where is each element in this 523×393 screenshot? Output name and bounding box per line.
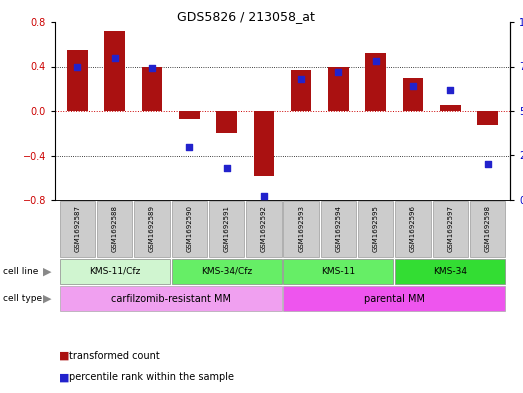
Bar [321, 201, 356, 257]
Bar [134, 201, 169, 257]
Bar [477, 111, 498, 125]
Bar [283, 286, 505, 311]
Bar [366, 53, 386, 111]
Point [110, 55, 119, 61]
Bar [179, 111, 199, 119]
Text: ■: ■ [59, 372, 70, 382]
Bar [440, 105, 461, 111]
Text: GSM1692595: GSM1692595 [373, 206, 379, 252]
Bar [358, 201, 393, 257]
Text: cell type: cell type [3, 294, 42, 303]
Point [371, 58, 380, 64]
Bar [142, 66, 162, 111]
Text: GSM1692588: GSM1692588 [112, 206, 118, 252]
Text: GSM1692598: GSM1692598 [485, 206, 491, 252]
Text: GSM1692594: GSM1692594 [335, 206, 342, 252]
Bar [395, 259, 505, 284]
Bar [209, 201, 244, 257]
Text: ■: ■ [59, 351, 70, 361]
Text: cell line: cell line [3, 267, 38, 276]
Text: percentile rank within the sample: percentile rank within the sample [69, 372, 234, 382]
Text: GSM1692591: GSM1692591 [223, 206, 230, 252]
Text: GSM1692589: GSM1692589 [149, 206, 155, 252]
Bar [67, 50, 88, 111]
Text: GSM1692592: GSM1692592 [261, 206, 267, 252]
Bar [403, 78, 423, 111]
Text: KMS-11/Cfz: KMS-11/Cfz [89, 267, 140, 276]
Bar [97, 201, 132, 257]
Bar [283, 259, 393, 284]
Text: GSM1692593: GSM1692593 [298, 206, 304, 252]
Point [334, 69, 343, 75]
Bar [328, 66, 349, 111]
Text: GDS5826 / 213058_at: GDS5826 / 213058_at [177, 10, 315, 23]
Text: KMS-34/Cfz: KMS-34/Cfz [201, 267, 252, 276]
Point [222, 165, 231, 171]
Bar [172, 201, 207, 257]
Bar [217, 111, 237, 133]
Bar [60, 286, 281, 311]
Text: carfilzomib-resistant MM: carfilzomib-resistant MM [111, 294, 231, 303]
Point [446, 86, 454, 93]
Point [409, 83, 417, 89]
Bar [60, 201, 95, 257]
Text: KMS-34: KMS-34 [434, 267, 468, 276]
Text: GSM1692587: GSM1692587 [74, 206, 81, 252]
Bar [291, 70, 311, 111]
Point [73, 63, 82, 70]
Text: transformed count: transformed count [69, 351, 160, 361]
Point [483, 161, 492, 167]
Text: ▶: ▶ [43, 294, 51, 303]
Text: GSM1692590: GSM1692590 [186, 206, 192, 252]
Bar [254, 111, 274, 176]
Point [259, 193, 268, 200]
Bar [246, 201, 281, 257]
Bar [470, 201, 505, 257]
Point [297, 76, 305, 82]
Bar [395, 201, 431, 257]
Text: ▶: ▶ [43, 266, 51, 277]
Bar [105, 31, 125, 111]
Text: parental MM: parental MM [364, 294, 425, 303]
Bar [283, 201, 319, 257]
Point [185, 143, 194, 150]
Text: KMS-11: KMS-11 [321, 267, 356, 276]
Bar [60, 259, 169, 284]
Bar [172, 259, 281, 284]
Point [148, 65, 156, 72]
Text: GSM1692597: GSM1692597 [447, 206, 453, 252]
Text: GSM1692596: GSM1692596 [410, 206, 416, 252]
Bar [433, 201, 468, 257]
